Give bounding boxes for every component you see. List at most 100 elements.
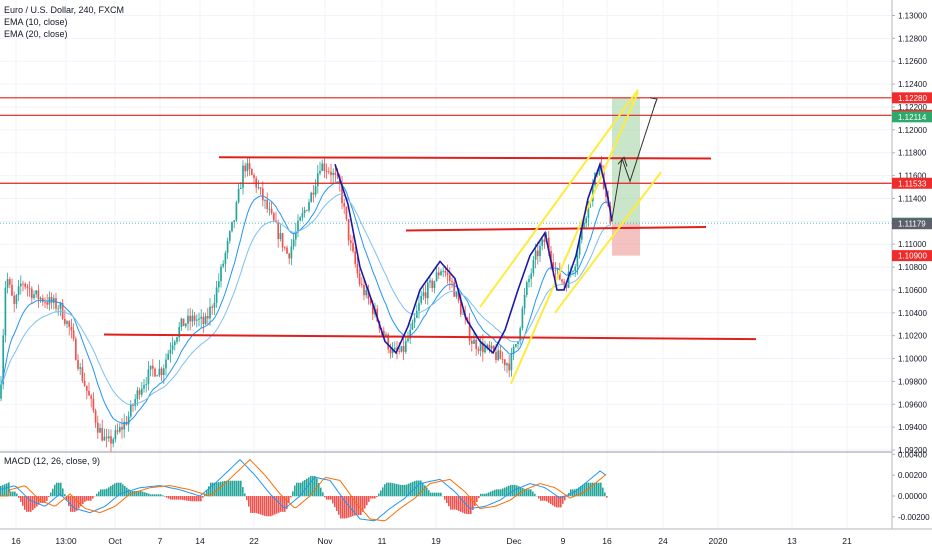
candle <box>226 237 229 260</box>
macd-histogram-bar <box>90 496 92 501</box>
candle-body <box>220 266 222 282</box>
candle-body <box>451 280 453 283</box>
macd-histogram-bar <box>312 476 314 497</box>
candle-body <box>8 279 11 285</box>
macd-histogram-bar <box>440 492 442 497</box>
macd-histogram-bar <box>144 492 146 497</box>
candle-body <box>107 436 110 439</box>
candle <box>30 286 33 304</box>
macd-histogram-bar <box>164 496 166 497</box>
macd-histogram-bar <box>544 496 546 501</box>
macd-histogram-bar <box>444 496 446 500</box>
macd-histogram-bar <box>0 486 2 497</box>
candle <box>44 297 46 308</box>
candle <box>277 219 280 248</box>
macd-histogram-bar <box>238 480 240 497</box>
macd-histogram-bar <box>546 496 548 502</box>
macd-histogram-bar <box>146 493 148 497</box>
candle-body <box>176 337 178 342</box>
macd-histogram-bar <box>452 496 454 510</box>
candle-body <box>501 359 504 360</box>
macd-histogram-bar <box>410 482 412 497</box>
candle <box>323 156 326 179</box>
legend-ema10: EMA (10, close) <box>4 17 68 27</box>
time-label: 24 <box>658 536 668 546</box>
candle <box>114 425 117 443</box>
candles <box>0 156 612 452</box>
macd-histogram-bar <box>4 484 6 497</box>
candle-body <box>591 185 594 202</box>
price-tick-label: 1.09800 <box>898 377 927 386</box>
candle-body <box>286 247 288 254</box>
macd-histogram-bar <box>240 480 242 497</box>
macd-histogram-bar <box>526 489 528 497</box>
candle <box>244 162 247 178</box>
candle-body <box>341 183 343 204</box>
candle <box>510 347 513 377</box>
candle <box>512 344 515 361</box>
macd-histogram-bar <box>22 496 24 506</box>
candle-body <box>200 316 203 319</box>
macd-histogram-bar <box>104 489 106 497</box>
candle <box>455 291 458 299</box>
price-tick-label: 1.13000 <box>898 12 927 21</box>
candle-body <box>215 287 218 303</box>
macd-histogram-bar <box>42 496 44 503</box>
macd-histogram-bar <box>310 476 312 497</box>
candle-body <box>305 210 308 212</box>
candle-body <box>270 208 273 214</box>
candle-body <box>99 428 101 433</box>
candle-body <box>444 270 447 273</box>
candle <box>233 220 236 229</box>
candle <box>521 306 524 331</box>
macd-histogram-bar <box>324 496 326 498</box>
candle-body <box>72 330 75 339</box>
candle <box>442 266 445 278</box>
candle <box>52 294 55 310</box>
macd-histogram-bar <box>336 496 338 511</box>
channel-lower <box>554 171 662 314</box>
macd-histogram-bar <box>264 496 266 516</box>
candle-body <box>424 292 427 299</box>
macd-histogram-bar <box>272 496 274 516</box>
macd-histogram-bar <box>532 491 534 497</box>
candle-body <box>55 298 57 309</box>
candle-body <box>123 421 126 430</box>
candle-body <box>57 308 60 310</box>
macd-histogram-bar <box>252 496 254 513</box>
candle-body <box>519 328 522 342</box>
macd-histogram-bar <box>40 496 42 503</box>
candle <box>180 317 183 331</box>
candle-body <box>413 317 416 323</box>
candle <box>147 361 150 391</box>
candle-body <box>367 290 370 299</box>
candle-body <box>226 240 229 253</box>
candle-body <box>178 327 181 338</box>
macd-histogram-bar <box>500 489 502 497</box>
candle <box>429 275 431 289</box>
price-tick-label: 1.11600 <box>898 172 927 181</box>
candle-body <box>475 339 478 350</box>
candle <box>299 215 302 222</box>
ema-lines <box>0 181 611 424</box>
macd-histogram-bar <box>134 491 136 497</box>
macd-histogram-bar <box>294 485 296 497</box>
price-badge: 1.11179 <box>892 218 932 230</box>
candle <box>173 339 176 351</box>
candle <box>151 359 154 377</box>
macd-histogram-bar <box>464 496 466 514</box>
macd-histogram-bar <box>320 487 322 497</box>
candle-body <box>492 345 495 352</box>
candle <box>105 428 108 448</box>
time-label: 11 <box>378 536 387 546</box>
candle <box>224 250 227 272</box>
candle-body <box>24 283 27 287</box>
candle <box>74 336 77 361</box>
price-badge-label: 1.11533 <box>898 179 927 188</box>
candle-body <box>360 284 363 286</box>
macd-histogram-bar <box>110 486 112 497</box>
macd-histogram-bar <box>128 489 130 497</box>
macd-histogram-bar <box>356 496 358 516</box>
candle <box>413 313 416 329</box>
